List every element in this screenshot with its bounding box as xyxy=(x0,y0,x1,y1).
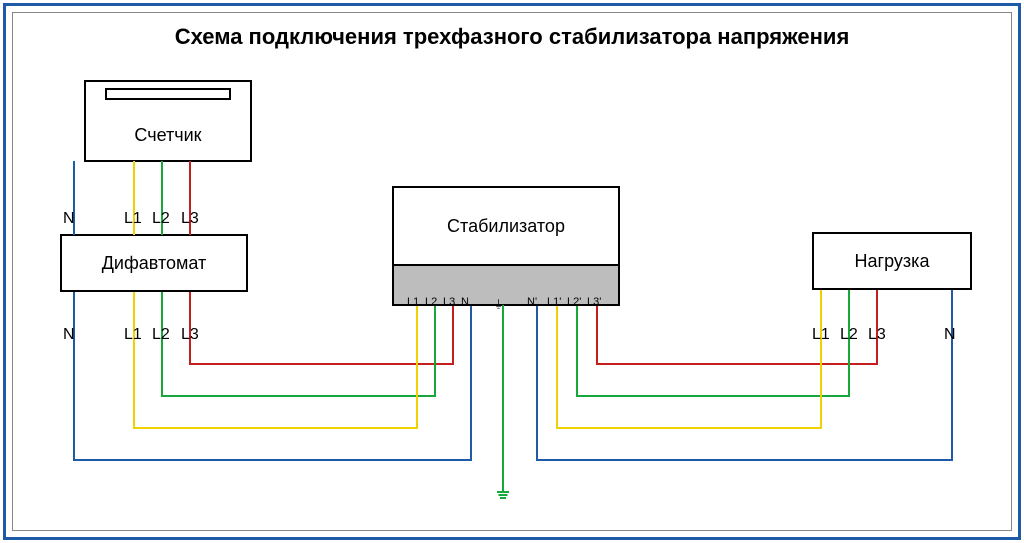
stab-terminal-L3: L3 xyxy=(443,296,455,308)
wire-label-L2: L2 xyxy=(152,210,170,228)
stab-terminal-gnd: ⏚ xyxy=(493,296,504,312)
wire-label-N: N xyxy=(63,210,75,228)
stab-terminal-L1: L1 xyxy=(407,296,419,308)
wire-label-L3: L3 xyxy=(181,210,199,228)
stab-terminal-L3p: L3' xyxy=(587,296,601,308)
wire-label-L2: L2 xyxy=(152,326,170,344)
stab-terminal-Np: N' xyxy=(527,296,537,308)
stab-terminal-L2p: L2' xyxy=(567,296,581,308)
wire-label-L1: L1 xyxy=(812,326,830,344)
wire-label-L1: L1 xyxy=(124,326,142,344)
wire-label-N: N xyxy=(63,326,75,344)
wire-label-N: N xyxy=(944,326,956,344)
wire-label-L2: L2 xyxy=(840,326,858,344)
wiring-svg xyxy=(0,0,1024,543)
stab-terminal-N: N xyxy=(461,296,469,308)
wire-label-L3: L3 xyxy=(868,326,886,344)
stab-terminal-L2: L2 xyxy=(425,296,437,308)
stab-terminal-L1p: L1' xyxy=(547,296,561,308)
wire-label-L1: L1 xyxy=(124,210,142,228)
wire-label-L3: L3 xyxy=(181,326,199,344)
